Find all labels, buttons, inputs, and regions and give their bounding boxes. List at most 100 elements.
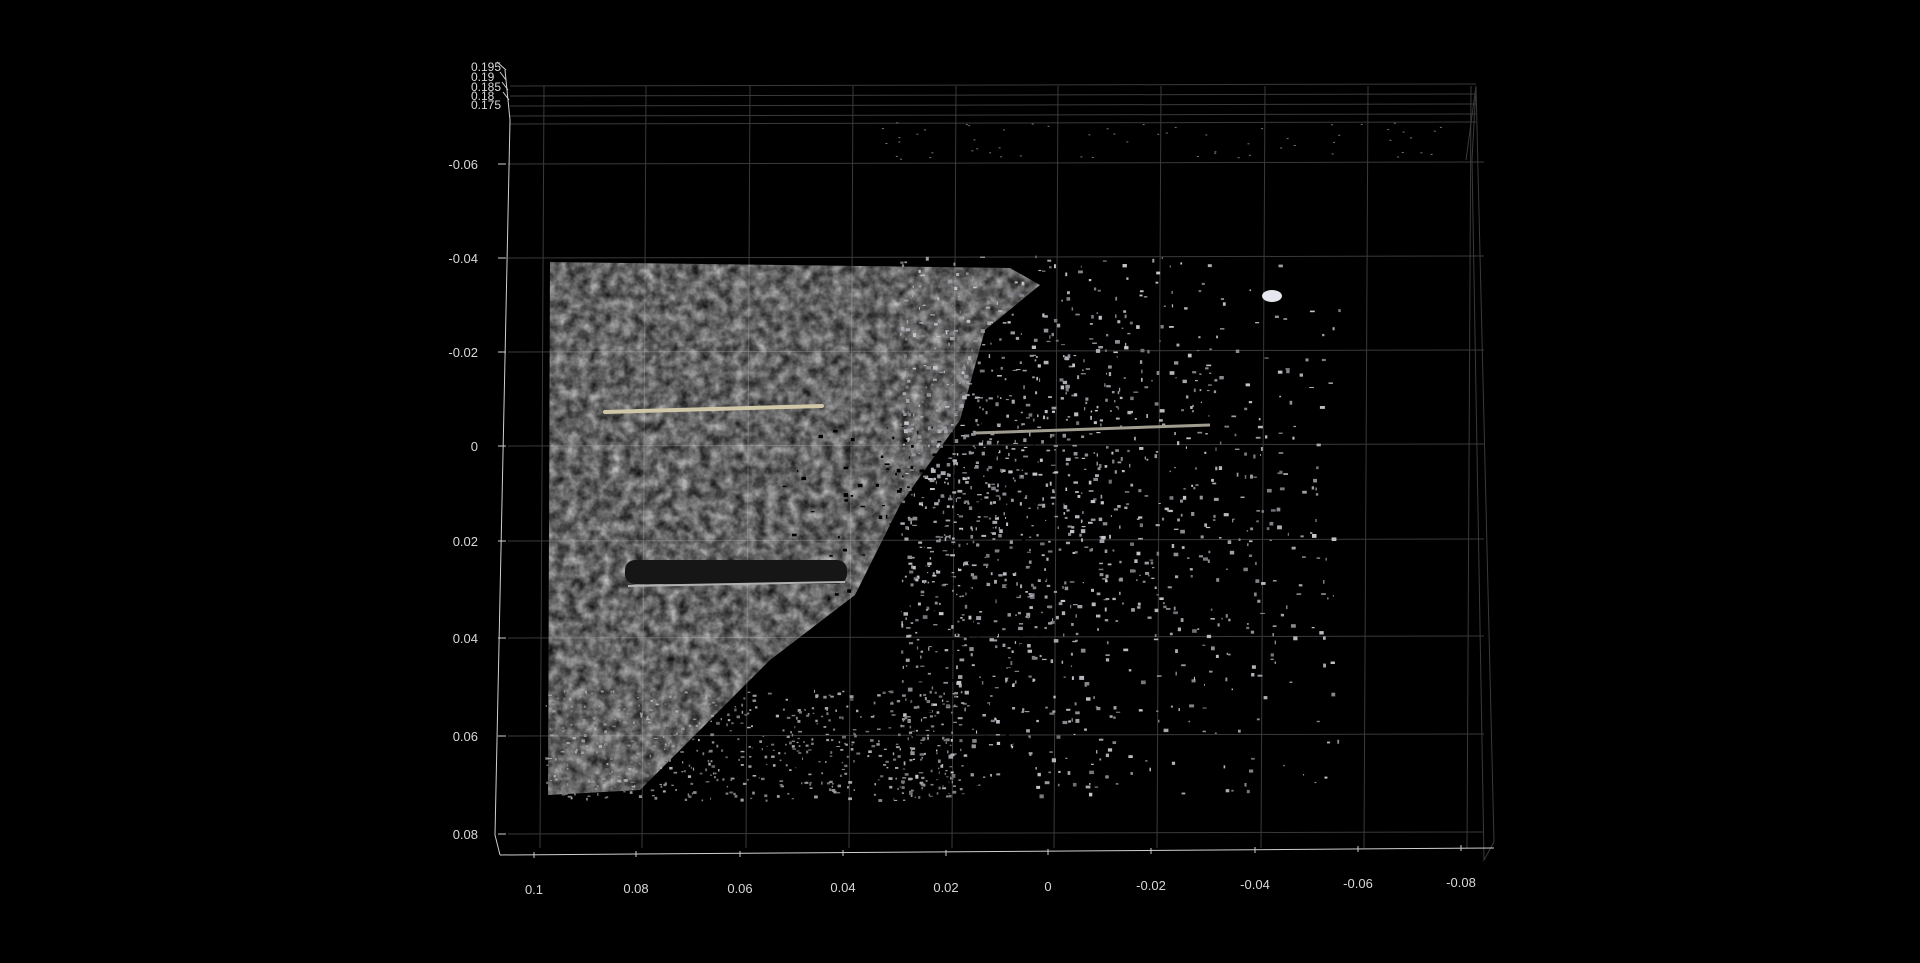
cloud-gap <box>988 796 992 800</box>
cloud-point <box>599 767 602 770</box>
cloud-point <box>958 567 962 572</box>
cloud-gap <box>1011 574 1013 579</box>
cloud-point <box>729 791 733 794</box>
cloud-point <box>725 792 729 795</box>
cloud-point <box>1177 441 1180 446</box>
cloud-point <box>653 737 658 739</box>
cloud-gap <box>830 699 836 703</box>
cloud-point <box>990 695 993 697</box>
cloud-point <box>846 755 849 758</box>
cloud-gap <box>977 730 979 734</box>
cloud-point <box>1101 535 1106 540</box>
cloud-point <box>1020 333 1022 335</box>
cloud-point <box>1159 409 1165 413</box>
cloud-gap <box>973 620 977 624</box>
cloud-gap <box>961 553 964 555</box>
cloud-point <box>1053 491 1055 494</box>
cloud-point <box>976 784 981 786</box>
cloud-point <box>922 737 926 740</box>
cloud-gap <box>923 568 928 572</box>
cloud-point <box>932 365 938 370</box>
cloud-point <box>792 748 797 750</box>
cloud-point <box>1254 592 1257 597</box>
cloud-point <box>1071 676 1074 680</box>
cloud-point <box>1026 612 1031 617</box>
cloud-point <box>943 583 948 585</box>
cloud-point <box>936 539 941 543</box>
cloud-point <box>901 579 904 583</box>
cloud-point <box>826 782 830 785</box>
cloud-point <box>1005 677 1009 682</box>
cloud-point <box>1315 519 1317 523</box>
cloud-point <box>818 760 821 763</box>
cloud-point <box>1321 593 1326 595</box>
cloud-point <box>912 294 913 297</box>
cloud-point <box>895 155 898 157</box>
cloud-point <box>1291 546 1296 550</box>
cloud-point <box>1277 525 1282 530</box>
cloud-point <box>1062 380 1068 385</box>
cloud-point <box>604 757 607 760</box>
cloud-point <box>705 768 708 772</box>
cloud-point <box>900 333 902 336</box>
cloud-point <box>1141 369 1143 374</box>
cloud-point <box>1255 322 1260 324</box>
cloud-point <box>1086 697 1091 701</box>
cloud-point <box>938 320 940 324</box>
cloud-point <box>1137 602 1141 606</box>
cloud-point <box>930 314 935 316</box>
cloud-gap <box>1005 549 1007 552</box>
cloud-gap <box>977 421 982 425</box>
cloud-gap <box>978 787 983 791</box>
cloud-point <box>740 798 744 802</box>
cloud-point <box>1012 477 1015 480</box>
cloud-point <box>602 740 604 744</box>
cloud-point <box>641 721 644 723</box>
cloud-point <box>1198 290 1202 293</box>
cloud-point <box>1050 620 1055 624</box>
cloud-point <box>1163 605 1167 609</box>
cloud-point <box>1229 550 1235 555</box>
x-tick-label: -0.04 <box>1240 877 1270 892</box>
cloud-gap <box>829 555 833 557</box>
cloud-point <box>1430 153 1433 155</box>
cloud-point <box>1000 468 1002 472</box>
cloud-point <box>664 743 667 746</box>
cloud-point <box>1092 342 1097 344</box>
cloud-point <box>934 715 937 717</box>
cloud-gap <box>868 603 873 608</box>
cloud-point <box>970 773 974 777</box>
cloud-point <box>1168 509 1173 513</box>
cloud-point <box>1099 758 1102 761</box>
cloud-point <box>608 773 612 775</box>
cloud-gap <box>954 464 957 467</box>
cloud-point <box>1002 572 1007 576</box>
cloud-point <box>998 449 1001 454</box>
cloud-point <box>1188 720 1190 723</box>
cloud-point <box>1123 310 1127 313</box>
cloud-point <box>1213 390 1217 394</box>
cloud-point <box>1016 469 1020 471</box>
cloud-point <box>905 665 908 667</box>
cloud-point <box>968 383 972 385</box>
cloud-gap <box>1038 608 1043 611</box>
cloud-gap <box>983 648 985 652</box>
cloud-gap <box>884 463 890 466</box>
cloud-gap <box>890 771 895 774</box>
cloud-gap <box>850 494 854 497</box>
cloud-point <box>926 366 932 370</box>
cloud-gap <box>911 693 914 695</box>
cloud-point <box>1256 510 1260 512</box>
cloud-point <box>1067 416 1071 418</box>
cloud-point <box>929 479 935 483</box>
cloud-point <box>1019 155 1022 157</box>
cloud-point <box>842 735 846 739</box>
cloud-point <box>936 749 938 752</box>
cloud-point <box>832 789 836 792</box>
cloud-point <box>1289 681 1293 683</box>
cloud-point <box>1077 495 1081 498</box>
cloud-gap <box>882 723 887 726</box>
cloud-point <box>566 763 568 767</box>
cloud-point <box>1316 557 1321 559</box>
